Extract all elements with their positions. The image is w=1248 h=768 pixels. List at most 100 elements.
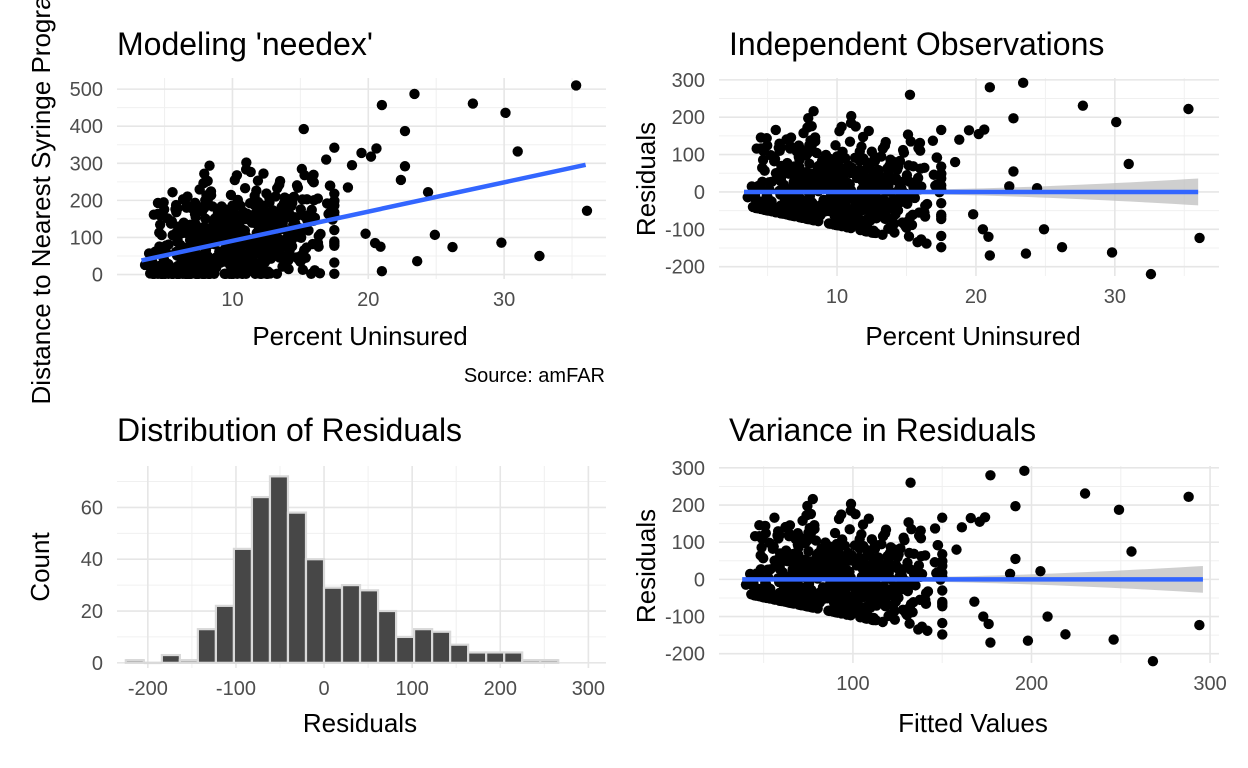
- data-point: [908, 548, 920, 560]
- histogram-bar: [413, 628, 434, 664]
- data-point: [910, 580, 921, 591]
- data-point: [774, 587, 785, 599]
- data-point: [764, 201, 776, 212]
- source-caption: Source: amFAR: [464, 365, 605, 387]
- y-tick-label: 100: [672, 145, 705, 167]
- data-point: [283, 238, 295, 250]
- data-point: [841, 222, 853, 233]
- data-point: [369, 237, 381, 249]
- data-point: [231, 170, 243, 181]
- data-point: [967, 209, 979, 220]
- panel-title: Variance in Residuals: [729, 412, 1036, 448]
- data-point: [850, 509, 861, 520]
- data-point: [763, 177, 775, 188]
- data-point: [570, 80, 582, 91]
- x-tick-label: 300: [1193, 673, 1226, 695]
- x-tick-label: 300: [572, 678, 605, 700]
- data-point: [237, 268, 248, 280]
- data-point: [823, 168, 834, 179]
- data-point: [236, 209, 248, 220]
- data-point: [836, 582, 848, 593]
- histogram-bar: [286, 511, 308, 664]
- data-point: [253, 214, 265, 225]
- data-point: [757, 553, 769, 564]
- y-tick-label: -200: [665, 644, 705, 666]
- data-point: [889, 202, 901, 213]
- histogram-bar: [268, 475, 290, 664]
- data-point: [182, 191, 193, 202]
- y-tick-label: 200: [672, 107, 705, 129]
- data-point: [202, 175, 213, 187]
- data-point: [813, 168, 825, 179]
- data-point: [447, 241, 458, 253]
- data-point: [512, 146, 523, 157]
- data-point: [785, 132, 797, 143]
- histogram-bar: [485, 651, 506, 664]
- panel-title: Distribution of Residuals: [117, 412, 462, 448]
- data-point: [856, 529, 867, 540]
- data-point: [811, 147, 822, 159]
- data-point: [902, 603, 913, 615]
- data-point: [228, 268, 239, 280]
- data-point: [232, 242, 243, 254]
- data-point: [920, 587, 932, 599]
- data-point: [1194, 232, 1205, 244]
- data-point: [796, 194, 807, 206]
- y-axis-title: Count: [25, 532, 55, 602]
- data-point: [872, 562, 884, 574]
- data-point: [1147, 655, 1159, 667]
- y-tick-label: 200: [672, 495, 705, 517]
- data-point: [915, 525, 926, 536]
- data-point: [919, 550, 931, 561]
- data-point: [793, 167, 804, 178]
- data-point: [867, 582, 879, 593]
- data-point: [869, 151, 881, 163]
- data-point: [329, 268, 340, 280]
- data-point: [914, 145, 926, 156]
- data-point: [830, 140, 841, 151]
- data-point: [857, 131, 869, 143]
- data-point: [376, 99, 388, 111]
- data-point: [181, 200, 192, 211]
- data-point: [1056, 242, 1068, 253]
- data-point: [754, 591, 765, 602]
- data-point: [1008, 166, 1019, 177]
- data-point: [810, 535, 822, 546]
- data-point: [154, 219, 166, 230]
- data-point: [772, 554, 784, 565]
- data-point: [801, 600, 812, 612]
- x-tick-label: -100: [216, 678, 256, 700]
- data-point: [846, 110, 857, 122]
- data-point: [298, 123, 309, 135]
- data-point: [213, 209, 224, 220]
- data-point: [376, 266, 388, 277]
- data-point: [755, 203, 767, 215]
- data-point: [871, 212, 882, 223]
- histogram-bar: [449, 643, 470, 664]
- x-tick-label: 10: [826, 286, 848, 308]
- data-point: [844, 136, 856, 147]
- data-point: [399, 125, 411, 137]
- data-point: [963, 125, 975, 136]
- histogram-bar: [358, 589, 380, 664]
- x-tick-label: 200: [484, 678, 517, 700]
- x-tick-label: 10: [221, 289, 243, 311]
- data-point: [192, 251, 204, 262]
- data-point: [842, 203, 853, 214]
- data-point: [883, 223, 894, 234]
- data-point: [762, 564, 773, 575]
- panel-distribution-of-residuals: -200 -100 0 100 200 300 0 20 40 60 Distribution …: [25, 412, 606, 738]
- data-point: [290, 212, 301, 223]
- data-point: [740, 579, 752, 590]
- data-point: [831, 592, 842, 603]
- data-point: [429, 229, 441, 241]
- data-point: [775, 142, 787, 153]
- data-point: [969, 596, 980, 607]
- y-tick-label: 100: [70, 227, 103, 249]
- data-point: [1042, 611, 1053, 622]
- data-point: [870, 227, 881, 239]
- x-tick-label: 30: [493, 289, 515, 311]
- data-point: [1183, 491, 1194, 503]
- data-point: [187, 237, 198, 248]
- data-point: [886, 175, 897, 186]
